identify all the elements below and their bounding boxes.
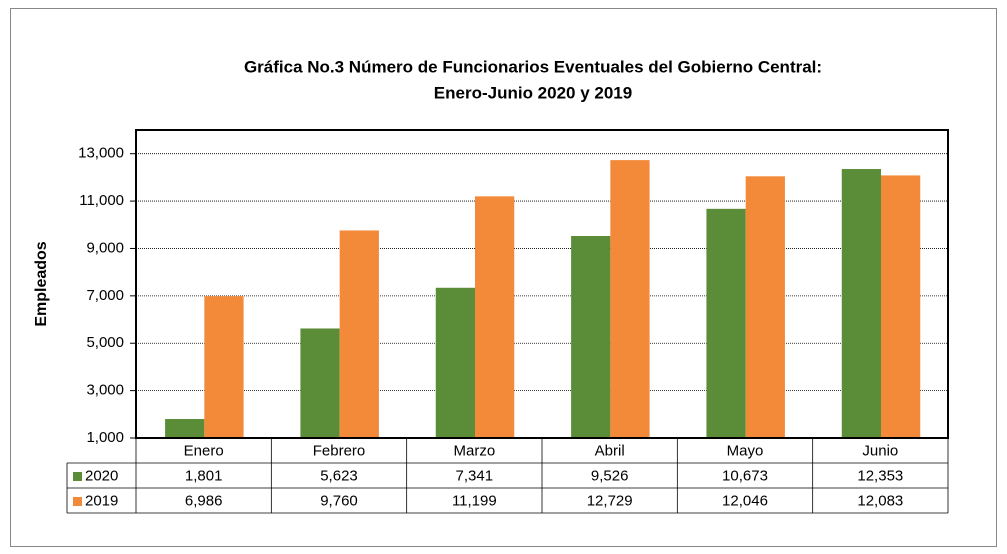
x-tick-label: Enero	[184, 442, 224, 459]
y-tick-label: 5,000	[86, 334, 124, 351]
bar	[339, 230, 379, 438]
bar	[881, 175, 921, 438]
bar	[610, 160, 650, 439]
data-label: 1,801	[185, 467, 223, 484]
x-tick-label: Junio	[862, 442, 898, 459]
data-label: 12,083	[857, 492, 903, 509]
legend-label: 2020	[85, 467, 118, 484]
data-label: 12,353	[857, 467, 903, 484]
y-axis-label: Empleados	[33, 241, 50, 326]
x-tick-label: Abril	[595, 442, 625, 459]
x-tick-label: Febrero	[313, 442, 366, 459]
bar	[706, 208, 746, 438]
y-tick-label: 13,000	[78, 145, 124, 162]
chart-title: Gráfica No.3 Número de Funcionarios Even…	[244, 57, 822, 76]
data-label: 10,673	[722, 467, 768, 484]
bar	[165, 419, 205, 438]
x-tick-label: Marzo	[453, 442, 495, 459]
bar	[475, 196, 515, 438]
data-label: 7,341	[456, 467, 494, 484]
y-tick-label: 3,000	[86, 382, 124, 399]
y-tick-label: 9,000	[86, 239, 124, 256]
x-tick-label: Mayo	[727, 442, 764, 459]
legend-swatch	[73, 497, 82, 506]
legend-label: 2019	[85, 492, 118, 509]
y-tick-label: 7,000	[86, 287, 124, 304]
data-label: 9,760	[320, 492, 358, 509]
data-label: 11,199	[452, 492, 497, 509]
data-label: 9,526	[591, 467, 629, 484]
chart-subtitle: Enero-Junio 2020 y 2019	[434, 83, 632, 102]
bar	[435, 287, 476, 438]
bar	[300, 328, 340, 438]
data-label: 12,046	[722, 492, 768, 509]
bar	[571, 235, 611, 438]
bar	[204, 296, 244, 438]
bar	[745, 176, 785, 438]
data-label: 5,623	[320, 467, 358, 484]
y-tick-label: 1,000	[86, 429, 124, 446]
legend-swatch	[73, 472, 82, 481]
data-label: 6,986	[185, 492, 223, 509]
y-tick-label: 11,000	[79, 192, 124, 209]
bar	[841, 169, 882, 438]
data-label: 12,729	[587, 492, 633, 509]
